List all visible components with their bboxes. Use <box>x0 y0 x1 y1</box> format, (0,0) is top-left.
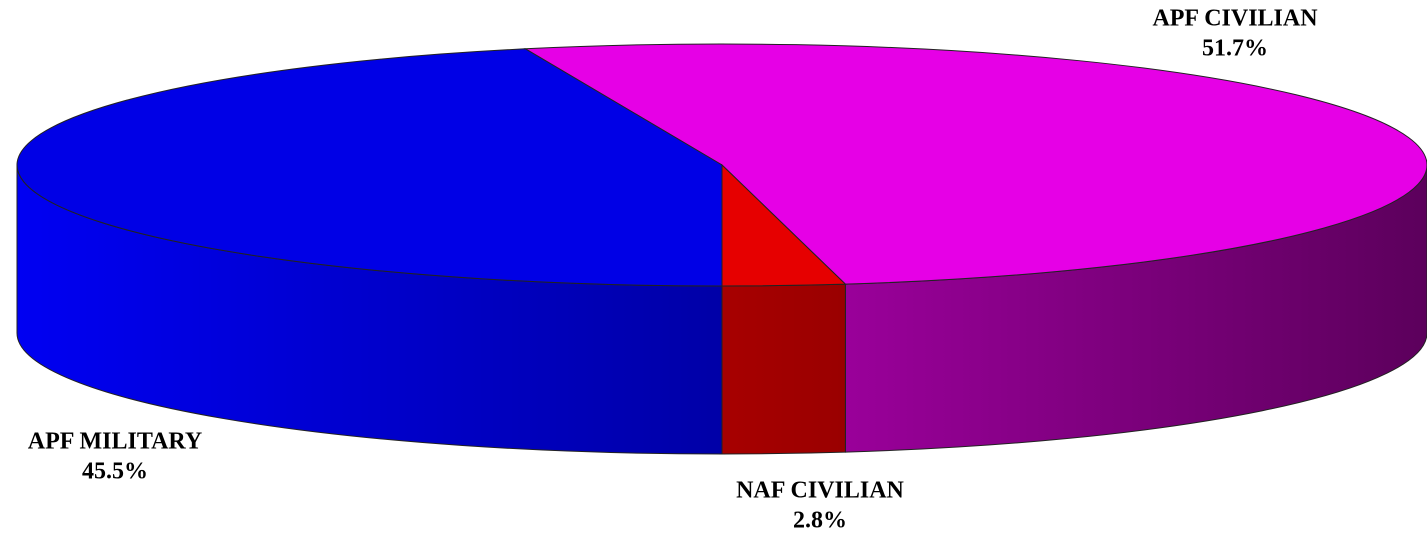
slice <box>16 48 723 287</box>
slice-label: NAF CIVILIAN <box>736 478 904 504</box>
slice-label: APF CIVILIAN <box>1152 6 1318 32</box>
slice-value-label: 51.7% <box>1202 36 1268 62</box>
slice-value-label: 2.8% <box>793 508 847 534</box>
slice-side <box>721 283 846 455</box>
slice-label: APF MILITARY <box>28 429 202 455</box>
slice <box>523 43 1427 285</box>
slice-value-label: 45.5% <box>82 459 148 485</box>
